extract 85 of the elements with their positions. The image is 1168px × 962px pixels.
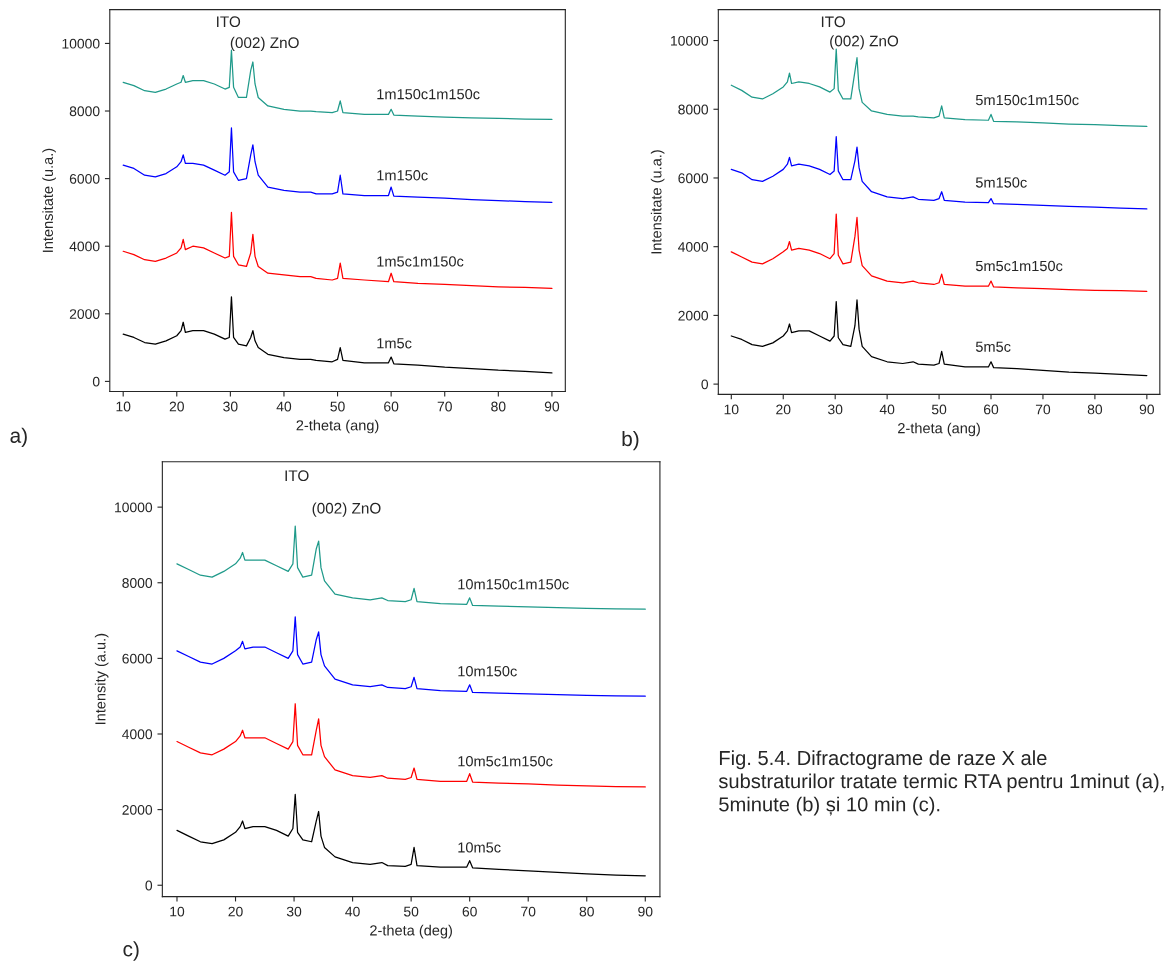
series-label: 5m150c	[975, 177, 1027, 188]
y-tick-label: 6000	[122, 653, 153, 664]
line-series	[730, 136, 1148, 210]
x-axis-title: 2-theta (deg)	[370, 924, 452, 939]
series-label: 1m5c1m150c	[377, 256, 464, 267]
y-tick-label: 2000	[122, 804, 153, 815]
series-label: 5m150c1m150c	[975, 94, 1079, 106]
y-tick-label: 6000	[678, 173, 709, 184]
series-label: 10m150c	[458, 666, 517, 677]
line-series	[176, 525, 646, 610]
x-tick-label: 10	[724, 404, 739, 415]
x-tick-label: 60	[462, 906, 477, 917]
x-tick-label: 90	[1139, 404, 1155, 415]
y-tick-label: 6000	[69, 173, 100, 184]
line-series	[176, 616, 646, 697]
annotation: ITO	[821, 16, 845, 28]
x-tick-label: 40	[879, 404, 895, 415]
x-tick-label: 50	[403, 906, 419, 917]
x-tick-label: 90	[544, 401, 560, 412]
y-axis-title: Intensity (a.u.)	[94, 633, 109, 725]
x-tick-label: 10	[170, 906, 185, 917]
series-label: 1m150c1m150c	[377, 88, 480, 100]
line-series	[122, 211, 553, 290]
x-tick-label: 20	[169, 401, 184, 412]
x-tick-label: 70	[521, 906, 536, 917]
annotation: (002) ZnO	[230, 36, 299, 52]
x-tick-label: 50	[931, 404, 947, 415]
y-tick-label: 8000	[69, 106, 100, 117]
x-axis-title: 2-theta (ang)	[296, 419, 379, 434]
annotation: (002) ZnO	[312, 502, 381, 517]
line-series	[730, 299, 1148, 377]
x-tick-label: 10	[116, 401, 131, 412]
y-tick-label: 2000	[69, 309, 100, 319]
x-tick-label: 30	[223, 401, 238, 412]
x-tick-label: 60	[384, 401, 399, 412]
x-tick-label: 70	[1035, 404, 1051, 415]
y-tick-label: 0	[701, 379, 709, 390]
y-axis-title: Intensitate (u.a.)	[42, 148, 56, 252]
y-tick-label: 4000	[122, 729, 153, 740]
y-tick-label: 8000	[678, 104, 709, 115]
x-tick-label: 80	[579, 906, 594, 917]
x-tick-label: 20	[776, 404, 791, 415]
line-series	[176, 703, 646, 788]
line-series	[122, 127, 553, 203]
y-tick-label: 0	[145, 880, 153, 891]
y-tick-label: 10000	[115, 502, 153, 513]
series-label: 1m5c	[377, 338, 412, 349]
x-tick-label: 30	[827, 404, 843, 415]
series-label: 5m5c	[975, 341, 1011, 352]
line-series	[730, 48, 1148, 128]
series-label: 10m150c1m150c	[458, 579, 569, 590]
y-tick-label: 4000	[678, 242, 709, 252]
series-label: 1m150c	[377, 170, 428, 181]
x-tick-label: 80	[1087, 404, 1103, 415]
x-axis-title: 2-theta (ang)	[898, 422, 980, 437]
x-tick-label: 20	[228, 906, 243, 917]
annotation: ITO	[217, 16, 241, 28]
line-series	[122, 49, 553, 121]
y-tick-label: 10000	[62, 38, 100, 49]
series-label: 5m5c1m150c	[975, 260, 1063, 272]
x-tick-label: 70	[437, 401, 452, 412]
text: b)	[622, 430, 639, 451]
x-tick-label: 80	[491, 401, 506, 412]
line-series	[176, 793, 646, 877]
y-axis-title: Intensitate (u.a.)	[650, 150, 665, 254]
annotation: (002) ZnO	[830, 35, 899, 50]
text: a)	[10, 427, 27, 448]
line-series	[730, 213, 1148, 292]
text: c)	[123, 941, 139, 961]
y-tick-label: 2000	[678, 310, 709, 321]
annotation: ITO	[285, 470, 309, 482]
y-tick-label: 8000	[122, 578, 153, 588]
x-tick-label: 40	[345, 906, 360, 917]
x-tick-label: 40	[276, 401, 292, 412]
x-tick-label: 30	[286, 906, 302, 917]
series-label: 10m5c	[458, 842, 501, 853]
x-tick-label: 90	[638, 906, 653, 917]
line-series	[122, 296, 553, 374]
y-tick-label: 10000	[671, 35, 709, 46]
series-label: 10m5c1m150c	[458, 756, 553, 767]
y-tick-label: 4000	[69, 241, 100, 252]
caption: Fig. 5.4. Difractograme de raze X ale substraturilor tratate termic RTA pentru 1minut (a), 5minute (b) și 10 min (c).	[718, 750, 1164, 816]
x-tick-label: 50	[330, 401, 345, 412]
y-tick-label: 0	[92, 376, 100, 387]
x-tick-label: 60	[984, 404, 999, 415]
